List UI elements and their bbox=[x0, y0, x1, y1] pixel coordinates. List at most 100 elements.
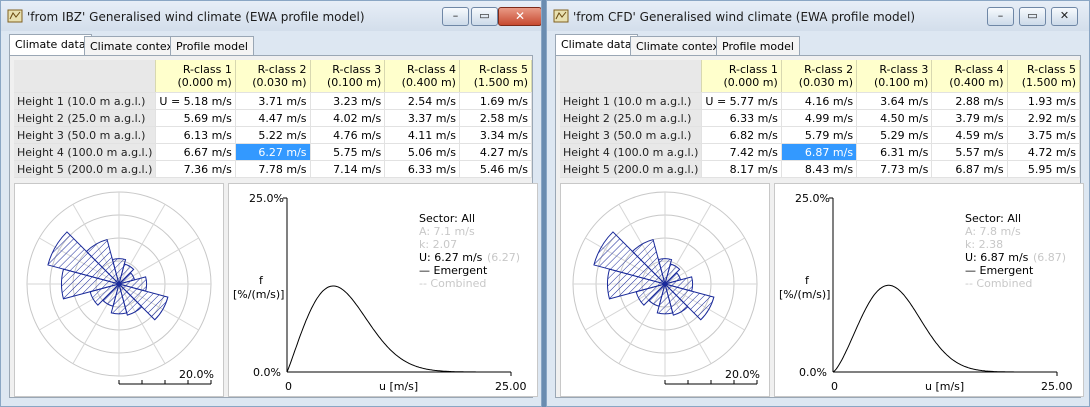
table-cell[interactable]: 3.75 m/s bbox=[1007, 126, 1081, 144]
y-axis-unit: [%/(m/s)] bbox=[233, 288, 285, 301]
tab-profile-model[interactable]: Profile model bbox=[170, 36, 254, 55]
table-cell[interactable]: 8.17 m/s bbox=[701, 160, 782, 178]
table-cell[interactable]: 3.34 m/s bbox=[459, 126, 533, 144]
table-cell[interactable]: 6.33 m/s bbox=[384, 160, 460, 178]
row-label[interactable]: Height 1 (10.0 m a.g.l.) bbox=[14, 92, 157, 110]
table-cell[interactable]: 5.29 m/s bbox=[856, 126, 933, 144]
selected-cell[interactable]: 6.87 m/s bbox=[781, 143, 858, 161]
column-header[interactable]: R-class 5 (1.500 m) bbox=[459, 60, 533, 93]
tab-climate-context[interactable]: Climate context bbox=[630, 36, 730, 55]
table-cell[interactable]: 4.72 m/s bbox=[1007, 143, 1081, 161]
table-cell[interactable]: 8.43 m/s bbox=[781, 160, 858, 178]
rose-sector bbox=[85, 238, 120, 286]
table-cell[interactable]: 1.69 m/s bbox=[459, 92, 533, 110]
table-cell[interactable]: 4.47 m/s bbox=[235, 109, 311, 127]
table-cell[interactable]: 3.23 m/s bbox=[310, 92, 386, 110]
close-button[interactable]: ✕ bbox=[498, 7, 541, 26]
row-label[interactable]: Height 4 (100.0 m a.g.l.) bbox=[560, 143, 703, 161]
table-cell[interactable]: 2.88 m/s bbox=[931, 92, 1008, 110]
table-cell[interactable]: 4.16 m/s bbox=[781, 92, 858, 110]
selected-cell[interactable]: 6.27 m/s bbox=[235, 143, 311, 161]
tab-climate-context[interactable]: Climate context bbox=[84, 36, 184, 55]
row-label[interactable]: Height 5 (200.0 m a.g.l.) bbox=[14, 160, 157, 178]
table-cell[interactable]: 5.95 m/s bbox=[1007, 160, 1081, 178]
table-cell[interactable]: 2.54 m/s bbox=[384, 92, 460, 110]
close-button[interactable]: ✕ bbox=[1051, 7, 1078, 26]
title-bar[interactable]: 'from CFD' Generalised wind climate (EWA… bbox=[547, 1, 1089, 31]
tab-profile-model[interactable]: Profile model bbox=[716, 36, 800, 55]
column-header[interactable]: R-class 2 (0.030 m) bbox=[781, 60, 858, 93]
distribution-panel[interactable]: 25.0% 0.0% 0 u [m/s] 25.00 f [%/(m/s)] S… bbox=[228, 183, 538, 397]
table-cell[interactable]: 4.59 m/s bbox=[931, 126, 1008, 144]
distribution-panel[interactable]: 25.0% 0.0% 0 u [m/s] 25.00 f [%/(m/s)] S… bbox=[774, 183, 1084, 397]
row-label[interactable]: Height 1 (10.0 m a.g.l.) bbox=[560, 92, 703, 110]
y-min-label: 0.0% bbox=[253, 366, 281, 379]
minimize-button[interactable]: – bbox=[987, 7, 1014, 26]
table-row: Height 1 (10.0 m a.g.l.) U = 5.18 m/s 3.71… bbox=[14, 92, 533, 110]
row-label[interactable]: Height 2 (25.0 m a.g.l.) bbox=[14, 109, 157, 127]
table-cell[interactable]: 4.27 m/s bbox=[459, 143, 533, 161]
column-header[interactable]: R-class 4 (0.400 m) bbox=[384, 60, 460, 93]
table-cell[interactable]: 4.11 m/s bbox=[384, 126, 460, 144]
column-header[interactable]: R-class 5 (1.500 m) bbox=[1007, 60, 1081, 93]
column-header[interactable]: R-class 3 (0.100 m) bbox=[856, 60, 933, 93]
table-cell[interactable]: 3.37 m/s bbox=[384, 109, 460, 127]
table-cell[interactable]: 2.92 m/s bbox=[1007, 109, 1081, 127]
maximize-button[interactable]: ▭ bbox=[1019, 7, 1046, 26]
table-header-row: R-class 1 (0.000 m) R-class 2 (0.030 m) R-… bbox=[560, 60, 1081, 93]
table-cell[interactable]: 6.13 m/s bbox=[155, 126, 236, 144]
column-header[interactable]: R-class 1 (0.000 m) bbox=[155, 60, 236, 93]
row-label[interactable]: Height 2 (25.0 m a.g.l.) bbox=[560, 109, 703, 127]
table-cell[interactable]: 6.67 m/s bbox=[155, 143, 236, 161]
app-icon bbox=[553, 9, 569, 23]
table-cell[interactable]: 1.93 m/s bbox=[1007, 92, 1081, 110]
y-axis-label: f bbox=[259, 274, 263, 287]
table-cell[interactable]: 7.36 m/s bbox=[155, 160, 236, 178]
column-header[interactable]: R-class 1 (0.000 m) bbox=[701, 60, 782, 93]
table-cell[interactable]: 4.02 m/s bbox=[310, 109, 386, 127]
row-label[interactable]: Height 4 (100.0 m a.g.l.) bbox=[14, 143, 157, 161]
row-label[interactable]: Height 3 (50.0 m a.g.l.) bbox=[14, 126, 157, 144]
maximize-button[interactable]: ▭ bbox=[471, 7, 498, 26]
tab-content: R-class 1 (0.000 m) R-class 2 (0.030 m) R-… bbox=[555, 55, 1084, 398]
table-cell[interactable]: 3.79 m/s bbox=[931, 109, 1008, 127]
table-cell[interactable]: 7.42 m/s bbox=[701, 143, 782, 161]
table-cell[interactable]: 4.50 m/s bbox=[856, 109, 933, 127]
minimize-icon: – bbox=[997, 9, 1004, 22]
tab-climate-data[interactable]: Climate data bbox=[9, 34, 92, 56]
table-cell[interactable]: 5.46 m/s bbox=[459, 160, 533, 178]
table-cell[interactable]: 3.71 m/s bbox=[235, 92, 311, 110]
table-cell[interactable]: 5.75 m/s bbox=[310, 143, 386, 161]
table-cell[interactable]: 7.73 m/s bbox=[856, 160, 933, 178]
table-cell[interactable]: 6.31 m/s bbox=[856, 143, 933, 161]
table-cell[interactable]: 5.79 m/s bbox=[781, 126, 858, 144]
table-cell[interactable]: 4.76 m/s bbox=[310, 126, 386, 144]
minimize-button[interactable]: – bbox=[442, 7, 469, 26]
legend-a: A: 7.8 m/s bbox=[965, 225, 1021, 238]
row-label[interactable]: Height 3 (50.0 m a.g.l.) bbox=[560, 126, 703, 144]
table-cell[interactable]: 2.58 m/s bbox=[459, 109, 533, 127]
table-cell[interactable]: 6.33 m/s bbox=[701, 109, 782, 127]
wind-rose-panel[interactable]: 20.0% bbox=[560, 183, 770, 397]
table-cell[interactable]: U = 5.18 m/s bbox=[155, 92, 236, 110]
table-cell[interactable]: 5.06 m/s bbox=[384, 143, 460, 161]
table-cell[interactable]: 3.64 m/s bbox=[856, 92, 933, 110]
wind-rose-panel[interactable]: 20.0% bbox=[14, 183, 224, 397]
row-label[interactable]: Height 5 (200.0 m a.g.l.) bbox=[560, 160, 703, 178]
y-axis-label: f bbox=[805, 274, 809, 287]
table-cell[interactable]: 7.14 m/s bbox=[310, 160, 386, 178]
tab-climate-data[interactable]: Climate data bbox=[555, 34, 638, 56]
column-header[interactable]: R-class 2 (0.030 m) bbox=[235, 60, 311, 93]
rose-sector bbox=[593, 231, 667, 285]
table-cell[interactable]: U = 5.77 m/s bbox=[701, 92, 782, 110]
table-cell[interactable]: 6.82 m/s bbox=[701, 126, 782, 144]
table-cell[interactable]: 4.99 m/s bbox=[781, 109, 858, 127]
column-header[interactable]: R-class 3 (0.100 m) bbox=[310, 60, 386, 93]
table-cell[interactable]: 6.87 m/s bbox=[931, 160, 1008, 178]
table-cell[interactable]: 5.22 m/s bbox=[235, 126, 311, 144]
table-cell[interactable]: 5.57 m/s bbox=[931, 143, 1008, 161]
table-cell[interactable]: 5.69 m/s bbox=[155, 109, 236, 127]
table-cell[interactable]: 7.78 m/s bbox=[235, 160, 311, 178]
column-header[interactable]: R-class 4 (0.400 m) bbox=[931, 60, 1008, 93]
title-bar[interactable]: 'from IBZ' Generalised wind climate (EWA… bbox=[1, 1, 541, 31]
